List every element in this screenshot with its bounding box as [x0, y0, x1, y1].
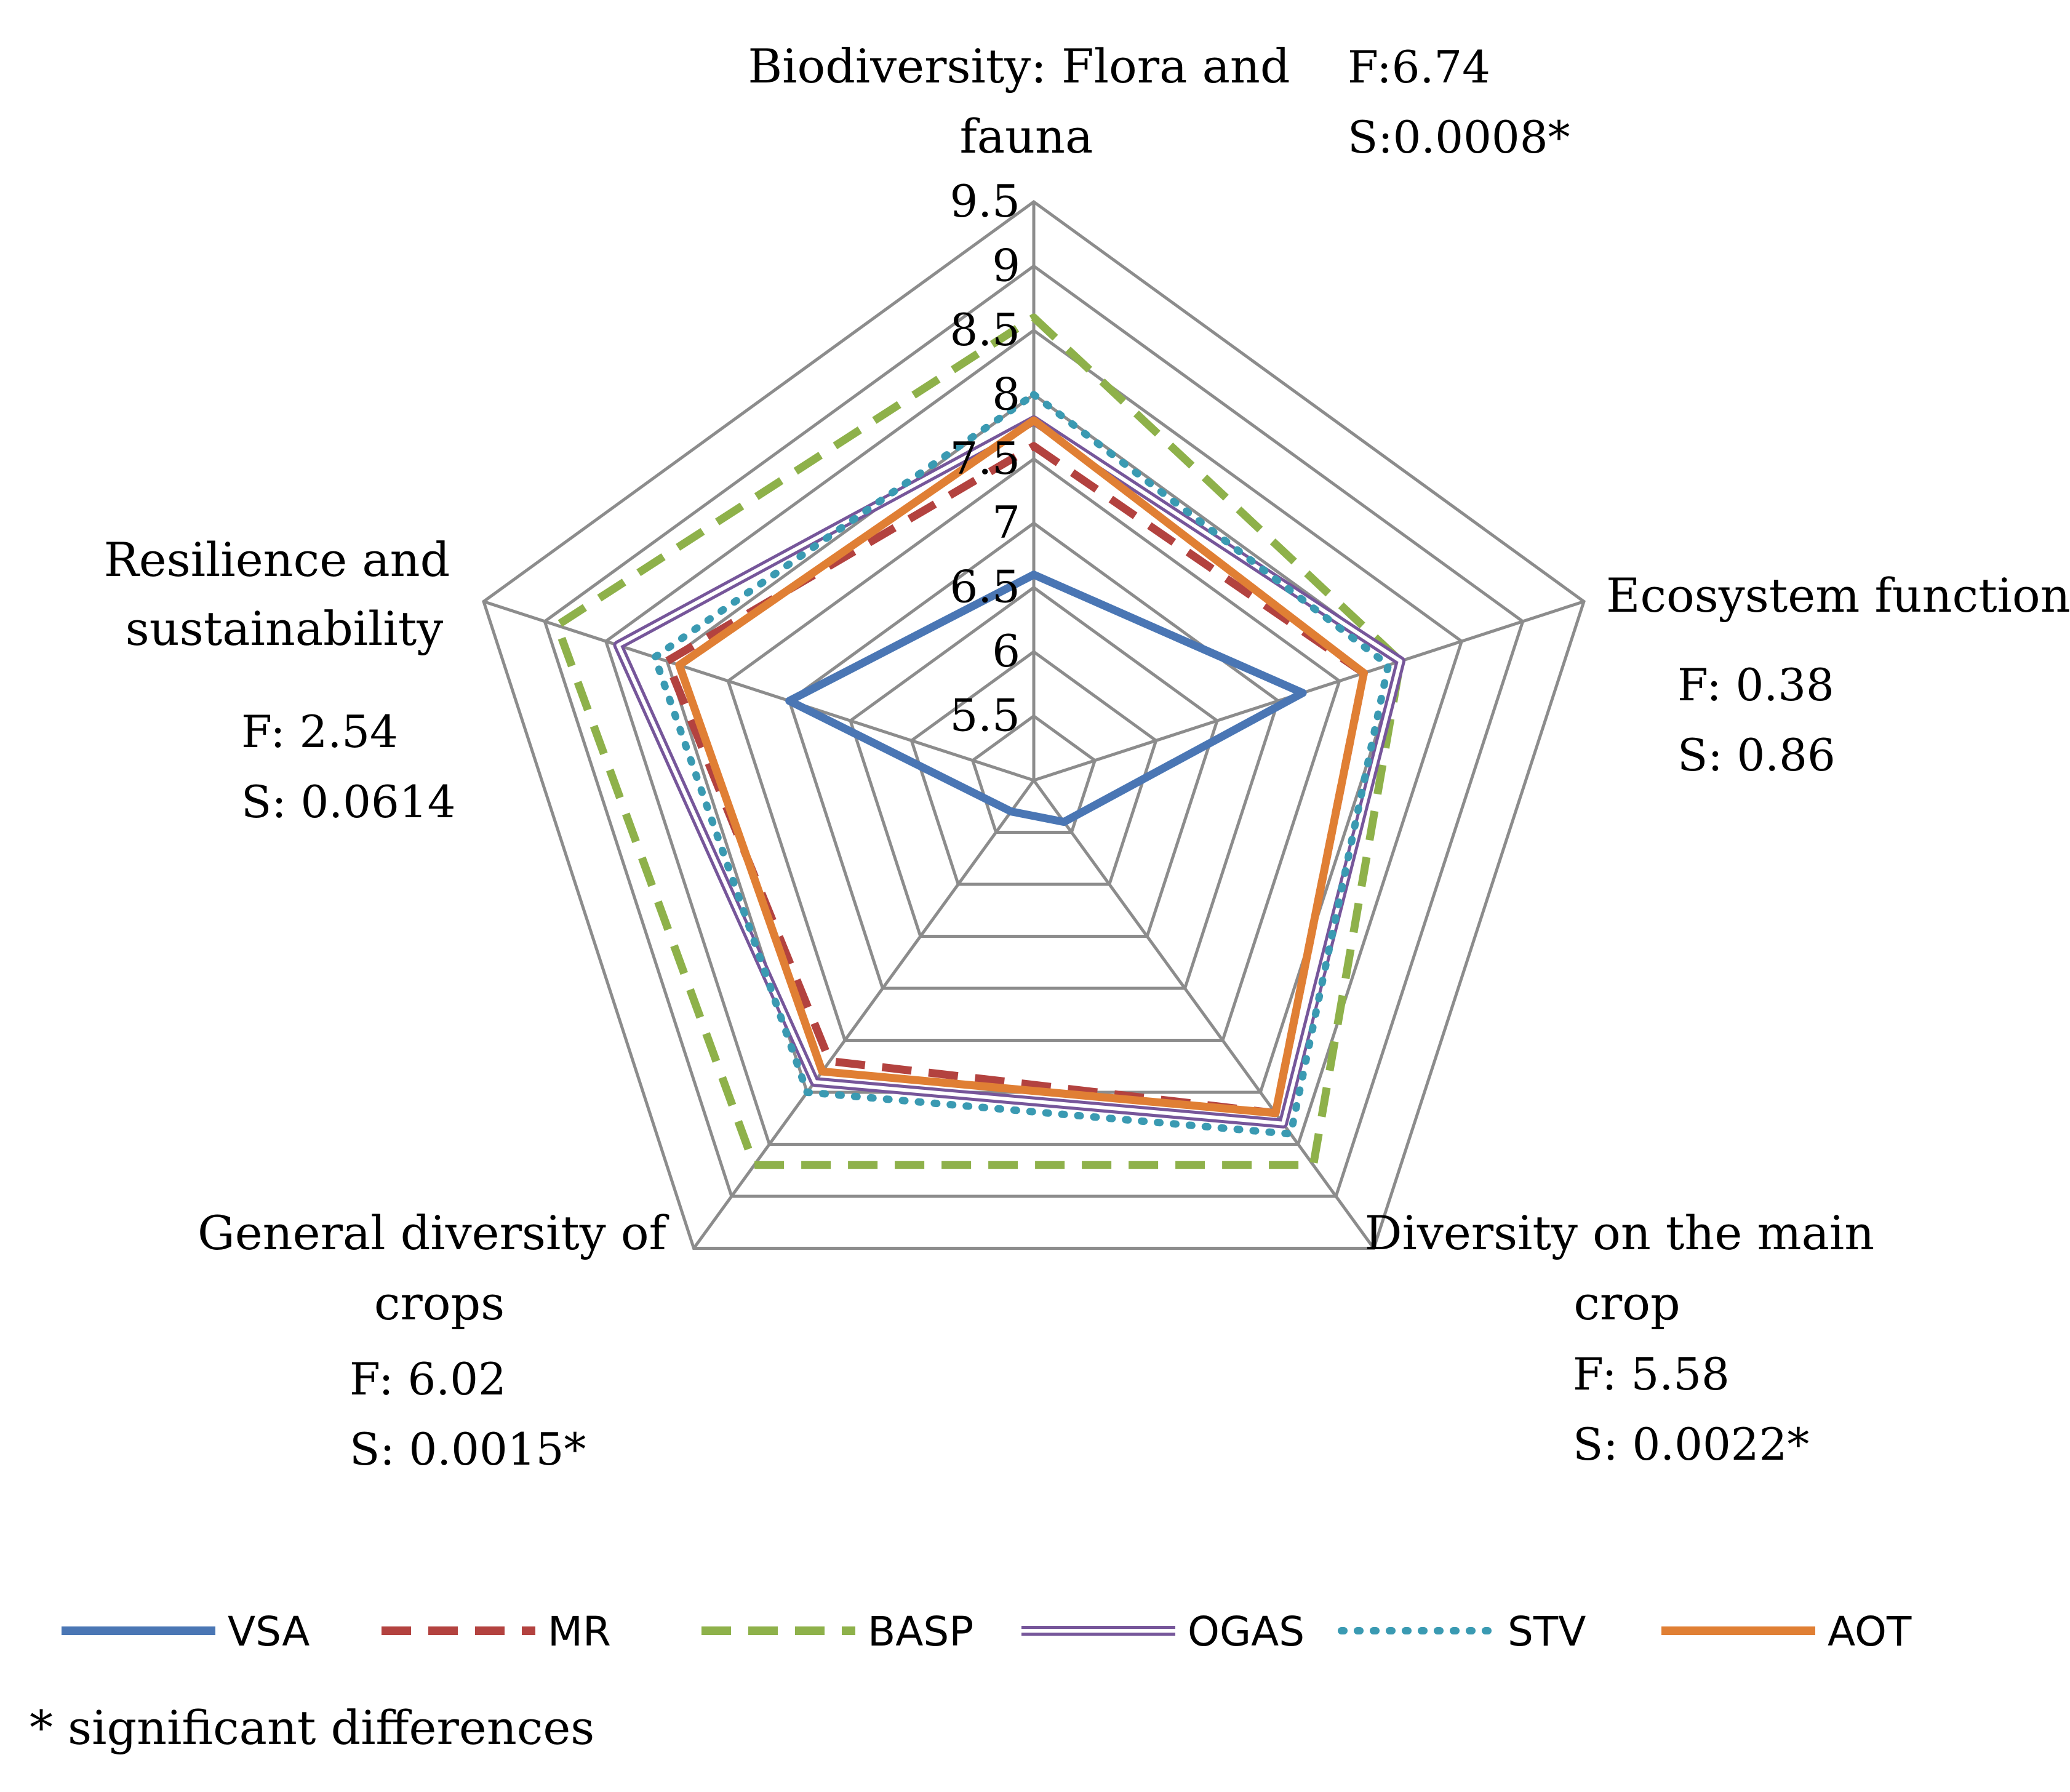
stat-s-general-diversity: S: 0.0015*	[350, 1423, 586, 1475]
axis-title-resilience: Resilience and sustainability	[104, 532, 465, 656]
axis-title-ecosystem-function: Ecosystem function	[1606, 568, 2070, 623]
stat-f-biodiversity: F:6.74	[1348, 41, 1490, 93]
legend-label-vsa: VSA	[228, 1608, 310, 1655]
grid-ring-5	[726, 457, 1341, 1042]
axis-title-general-diversity: General diversity of crops	[198, 1206, 681, 1330]
stat-s-biodiversity: S:0.0008*	[1348, 111, 1570, 163]
axis-title-resilience-line2: sustainability	[126, 601, 443, 656]
stat-s-main-crop: S: 0.0022*	[1573, 1418, 1809, 1470]
tick-label: 7.5	[949, 433, 1020, 484]
grid-ring-2	[909, 650, 1158, 886]
tick-label: 8	[992, 368, 1020, 420]
legend-label-stv: STV	[1508, 1608, 1586, 1655]
series-stv-line	[651, 391, 1393, 1138]
tick-label: 8.5	[949, 304, 1020, 356]
legend: VSA MR BASP OGAS STV AOT	[62, 1608, 1912, 1655]
legend-label-mr: MR	[548, 1608, 611, 1655]
stat-f-general-diversity: F: 6.02	[350, 1353, 506, 1405]
legend-label-basp: BASP	[868, 1608, 973, 1655]
axis-title-main-crop: Diversity on the main crop	[1365, 1206, 1890, 1330]
axis-title-general-diversity-line2: crops	[374, 1276, 505, 1330]
grid-ring-4	[787, 521, 1281, 990]
legend-label-ogas: OGAS	[1188, 1608, 1305, 1655]
axis-title-resilience-line1: Resilience and	[104, 532, 450, 587]
stat-f-ecosystem-function: F: 0.38	[1677, 659, 1834, 711]
axis-title-biodiversity-line1: Biodiversity: Flora and	[748, 39, 1290, 94]
tick-label: 6	[992, 625, 1020, 677]
axis-title-main-crop-line2: crop	[1573, 1276, 1680, 1330]
tick-label: 6.5	[949, 561, 1020, 613]
tick-label: 9.5	[949, 175, 1020, 227]
stat-s-resilience: S: 0.0614	[241, 776, 455, 828]
series-vsa-line	[785, 570, 1307, 826]
grid-ring-9	[482, 199, 1586, 1250]
series-ogas-line-inner	[616, 418, 1402, 1126]
legend-label-aot: AOT	[1828, 1608, 1912, 1655]
spoke-3	[1032, 779, 1375, 1249]
axis-title-biodiversity-line2: fauna	[960, 109, 1093, 164]
grid-ring-8	[543, 264, 1525, 1198]
tick-label: 9	[992, 239, 1020, 291]
tick-label: 7	[992, 497, 1020, 548]
tick-label: 5.5	[949, 690, 1020, 742]
grid-ring-3	[849, 585, 1219, 938]
spoke-2	[1033, 600, 1584, 782]
footnote: * significant differences	[30, 1700, 594, 1755]
spoke-5	[483, 600, 1034, 782]
stat-s-ecosystem-function: S: 0.86	[1677, 729, 1836, 781]
series-aot-line	[675, 416, 1368, 1118]
grid-ring-7	[604, 328, 1464, 1146]
stat-f-resilience: F: 2.54	[241, 706, 398, 758]
radial-tick-labels: 5.5 6 6.5 7 7.5 8 8.5 9 9.5	[949, 175, 1020, 742]
spoke-4	[692, 779, 1036, 1249]
stat-f-main-crop: F: 5.58	[1573, 1348, 1730, 1400]
axis-title-biodiversity: Biodiversity: Flora and fauna	[748, 39, 1305, 164]
radar-series	[553, 313, 1405, 1169]
axis-title-main-crop-line1: Diversity on the main	[1365, 1206, 1875, 1260]
grid-ring-1	[970, 714, 1097, 834]
axis-title-general-diversity-line1: General diversity of	[198, 1206, 669, 1260]
